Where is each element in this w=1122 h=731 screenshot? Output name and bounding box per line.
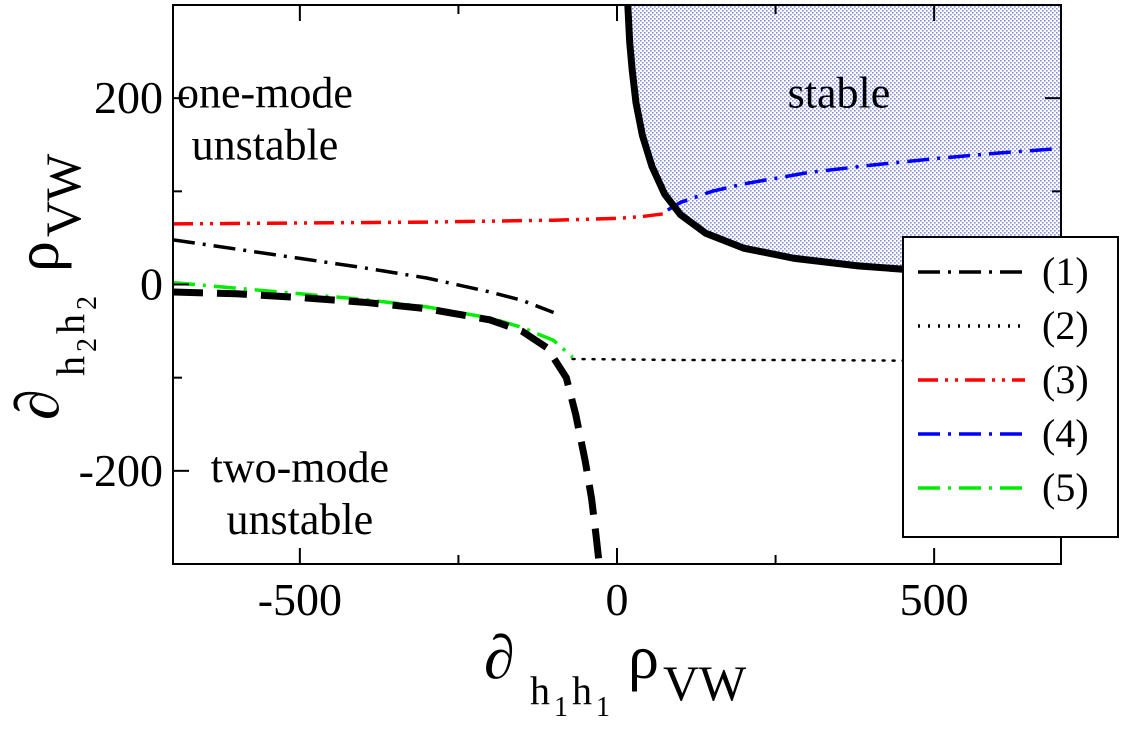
series-line-3: [173, 211, 665, 226]
ticks: -500 0 500 -200 0 200: [79, 5, 1061, 625]
y-tick-label: 200: [94, 72, 163, 123]
y-axis-label-subsub1: 2: [72, 338, 103, 352]
series-line-1: [173, 238, 555, 315]
y-axis-label-sub1: h: [48, 356, 93, 376]
x-axis-label-main: ∂: [484, 624, 515, 692]
x-axis-label-sub1: h: [530, 668, 550, 713]
plot-area: [627, 5, 1061, 277]
region-label-1: one-mode: [177, 68, 353, 117]
y-tick-label: -200: [79, 445, 163, 496]
x-axis-label-subsub1: 1: [554, 692, 568, 723]
y-axis-label-tail: ρ: [4, 241, 72, 272]
region-label-1: unstable: [192, 120, 339, 169]
x-axis-label-sub2: h: [572, 668, 592, 713]
two-mode-boundary-line: [173, 288, 603, 564]
legend-label-1: (1): [1042, 249, 1089, 294]
y-axis-label-sub2: h: [48, 314, 93, 334]
legend-label-2: (2): [1042, 303, 1089, 348]
region-label-2: two-mode: [211, 443, 389, 492]
x-tick-label: 500: [900, 574, 969, 625]
y-axis-label-tail-sub: VW: [35, 153, 91, 237]
series-line-2: [571, 357, 1061, 363]
x-axis-label-subsub2: 1: [596, 692, 610, 723]
region-label-2: unstable: [227, 495, 374, 544]
x-axis-label-tail-sub: VW: [663, 655, 747, 711]
x-axis-label: ∂ h 1 h 1 ρ VW: [484, 624, 747, 723]
legend: (1) (2) (3) (4) (5): [902, 236, 1119, 538]
y-axis-label: ∂ h 2 h 2 ρ VW: [4, 153, 103, 420]
region-label-3: stable: [788, 68, 891, 117]
legend-label-5: (5): [1042, 465, 1089, 510]
y-tick-label: 0: [140, 259, 163, 310]
x-tick-label: 0: [606, 574, 629, 625]
x-axis-label-tail: ρ: [628, 624, 659, 692]
stable-region-fill: [627, 5, 1061, 277]
y-axis-label-main: ∂: [4, 389, 72, 420]
y-axis-label-subsub2: 2: [72, 296, 103, 310]
series-line-5: [173, 280, 574, 359]
legend-label-3: (3): [1042, 357, 1089, 402]
x-tick-label: -500: [258, 574, 342, 625]
svg-text:∂ h 2 h: ∂ h 2 h 2 ρ VW: [4, 153, 103, 420]
legend-label-4: (4): [1042, 411, 1089, 456]
